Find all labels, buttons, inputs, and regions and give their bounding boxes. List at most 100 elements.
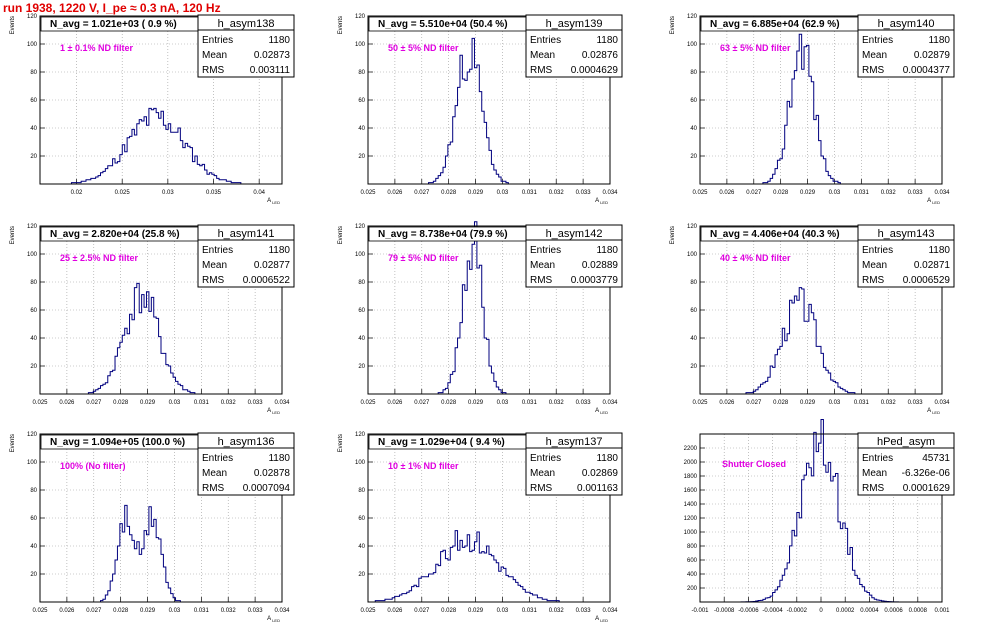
filter-label: 100% (No filter) [60,461,126,471]
x-tick-label: 0.033 [248,608,264,614]
x-tick-label: 0.028 [441,400,457,406]
x-tick-label: 0.029 [800,400,816,406]
histogram-name: hPed_asym [877,436,935,448]
x-tick-label: 0.0004 [860,608,879,614]
y-tick-label: 40 [358,544,365,550]
navg-box: N_avg = 2.820e+04 (25.8 %) [40,226,210,242]
stats-box-frame [197,432,295,496]
y-tick-label: 400 [687,572,698,578]
stats-box: h_asym138 Entries 1180 Mean 0.02873 RMS 0.0031… [197,14,295,78]
stats-key-mean: Mean [530,468,555,479]
stats-key-rms: RMS [862,65,885,76]
x-tick-label: 0.029 [140,400,156,406]
stats-key-rms: RMS [202,65,225,76]
navg-box: N_avg = 1.021e+03 ( 0.9 %) [40,16,210,32]
stats-key-rms: RMS [862,275,885,286]
y-tick-label: 120 [27,14,38,20]
histogram-panel-hPed_asym: -0.001 -0.0008 -0.0006 -0.0004 -0.0002 0 0.000… [684,418,955,614]
stats-box: h_asym142 Entries 1180 Mean 0.02889 RMS 0.0003… [525,224,623,288]
x-tick-label: 0.033 [576,190,592,196]
x-tick-label: 0.03 [162,190,174,196]
histogram-panel-h_asym141: 0.025 0.026 0.027 0.028 0.029 0.03 0.031 0.032 0… [10,224,295,415]
histogram-panel-h_asym140: 0.025 0.026 0.027 0.028 0.029 0.03 0.031 0.032 0… [670,14,955,205]
x-tick-label: 0.027 [86,608,102,614]
y-tick-label: 20 [358,154,365,160]
y-tick-label: 200 [687,586,698,592]
x-tick-label: 0.027 [414,190,430,196]
x-tick-label: 0.029 [800,190,816,196]
stats-key-entries: Entries [530,245,561,256]
y-axis-label: Events [10,16,16,34]
histogram-name: h_asym139 [546,18,603,30]
stats-value-entries: 1180 [268,453,290,464]
stats-box: h_asym137 Entries 1180 Mean 0.02869 RMS 0.0011… [525,432,623,496]
stats-key-mean: Mean [862,260,887,271]
stats-value-rms: 0.0007094 [243,483,291,494]
stats-value-rms: 0.0004377 [903,65,951,76]
x-tick-label: 0.027 [414,608,430,614]
stats-key-entries: Entries [862,35,893,46]
x-tick-label: 0.033 [576,608,592,614]
stats-key-entries: Entries [862,453,893,464]
stats-key-mean: Mean [202,260,227,271]
navg-box: N_avg = 6.885e+04 (62.9 %) [700,16,870,32]
x-tick-label: 0.025 [360,190,376,196]
x-tick-label: 0.031 [854,400,870,406]
stats-value-rms: 0.001163 [577,483,618,494]
y-tick-label: 120 [687,224,698,230]
y-tick-label: 20 [30,364,37,370]
y-tick-label: 40 [690,336,697,342]
x-tick-label: 0.031 [522,190,538,196]
y-tick-label: 80 [690,280,697,286]
stats-key-entries: Entries [202,453,233,464]
x-tick-label: -0.0004 [762,608,783,614]
x-tick-label: 0.025 [692,400,708,406]
histogram-panel-h_asym139: 0.025 0.026 0.027 0.028 0.029 0.03 0.031 0.032 0… [338,14,623,205]
stats-value-entries: 1180 [928,35,950,46]
x-tick-label: 0.03 [169,400,181,406]
x-tick-label: 0.025 [692,190,708,196]
stats-box-frame [857,224,955,288]
x-tick-label: -0.0002 [787,608,808,614]
plot-frame [367,433,611,603]
y-tick-label: 100 [27,460,38,466]
stats-value-rms: 0.0001629 [903,483,951,494]
navg-label: N_avg = 5.510e+04 (50.4 %) [378,19,508,30]
navg-box: N_avg = 8.738e+04 (79.9 %) [368,226,538,242]
x-tick-label: 0.032 [221,400,237,406]
stats-box-frame [197,14,295,78]
y-tick-label: 40 [358,126,365,132]
stats-value-mean: 0.02889 [582,260,619,271]
y-tick-label: 60 [358,516,365,522]
histogram-line [700,287,942,395]
stats-key-mean: Mean [202,50,227,61]
y-tick-label: 800 [687,544,698,550]
y-axis-label: Events [338,226,344,244]
x-tick-label: 0.027 [746,190,762,196]
x-tick-label: 0.025 [360,400,376,406]
x-tick-label: 0.001 [934,608,950,614]
x-tick-label: 0.026 [59,400,75,406]
y-tick-label: 80 [358,280,365,286]
y-tick-label: 80 [30,70,37,76]
navg-label: N_avg = 1.021e+03 ( 0.9 %) [50,19,177,30]
navg-box: N_avg = 4.406e+04 (40.3 %) [700,226,870,242]
stats-key-rms: RMS [530,65,553,76]
histogram-panel-h_asym137: 0.025 0.026 0.027 0.028 0.029 0.03 0.031 0.032 0… [338,432,623,622]
x-tick-label: 0.032 [881,400,897,406]
stats-value-mean: 0.02878 [254,468,291,479]
y-tick-label: 120 [355,14,366,20]
histogram-name: h_asym141 [218,228,275,240]
stats-box-frame [525,14,623,78]
navg-label: N_avg = 6.885e+04 (62.9 %) [710,19,840,30]
histogram-panel-h_asym143: 0.025 0.026 0.027 0.028 0.029 0.03 0.031 0.032 0… [670,224,955,415]
stats-key-rms: RMS [530,483,553,494]
stats-value-rms: 0.003111 [250,65,291,76]
filter-label: 63 ± 5% ND filter [720,43,791,53]
y-tick-label: 120 [687,14,698,20]
x-tick-label: 0.034 [602,608,618,614]
plot-frame [699,225,943,395]
stats-key-rms: RMS [530,275,553,286]
x-tick-label: 0.033 [576,400,592,406]
y-tick-label: 20 [690,364,697,370]
